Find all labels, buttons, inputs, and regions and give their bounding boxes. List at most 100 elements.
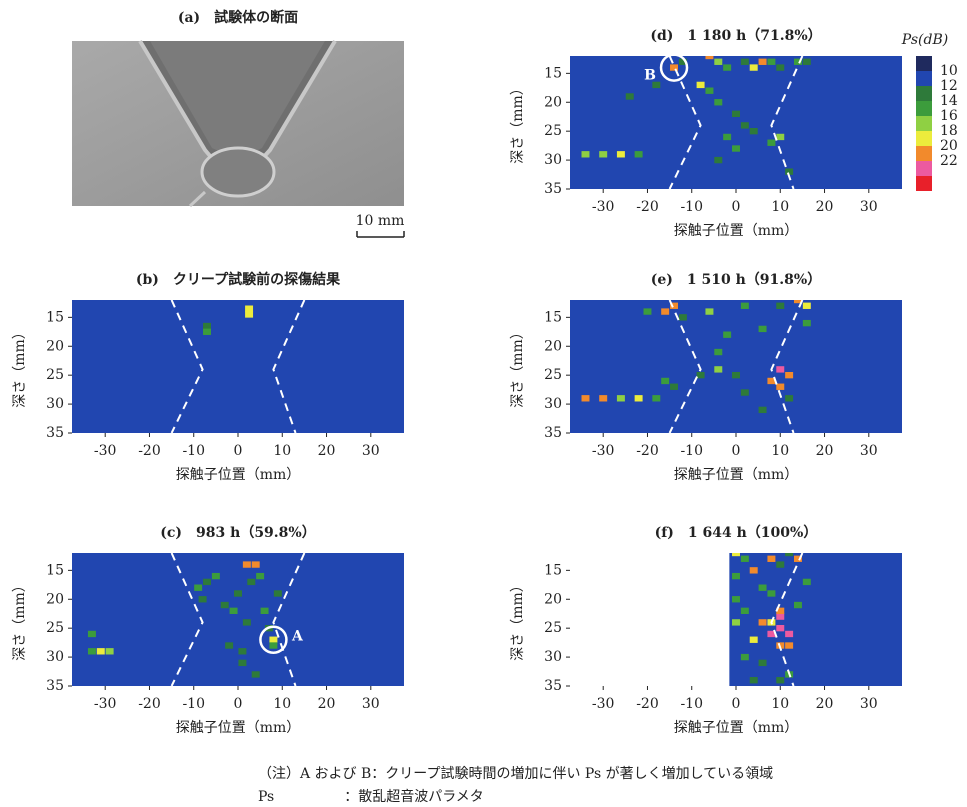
x-tick-label: 10: [273, 696, 291, 712]
heatmap-cell: [247, 579, 255, 585]
plot-background: [570, 56, 902, 189]
heatmap-cell: [794, 602, 802, 608]
x-tick-label: -30: [592, 443, 615, 459]
heatmap-cell: [759, 326, 767, 332]
heatmap-cell: [767, 590, 775, 596]
heatmap-cell: [274, 590, 282, 596]
colorbar-label: 18: [940, 123, 958, 139]
heatmap-cell: [732, 372, 740, 378]
x-tick-label: 30: [860, 199, 878, 215]
heatmap-cell: [705, 88, 713, 94]
x-tick-label: 20: [816, 696, 834, 712]
colorbar-swatch: [916, 56, 932, 71]
heatmap-cell: [776, 134, 784, 140]
heatmap-cell: [723, 332, 731, 338]
y-axis-label: 深さ（mm）: [12, 578, 28, 661]
heatmap-cell: [252, 561, 260, 567]
x-tick-label: 20: [816, 443, 834, 459]
y-tick-label: 15: [46, 309, 64, 325]
x-tick-label: 30: [860, 696, 878, 712]
x-tick-label: -10: [182, 443, 205, 459]
heatmap-cell: [803, 579, 811, 585]
heatmap-cell: [767, 140, 775, 146]
heatmap-cell: [221, 602, 229, 608]
chart-title: (d) 1 180 h（71.8%）: [650, 28, 821, 44]
y-axis-label: 深さ（mm）: [510, 325, 526, 408]
colorbar-swatch: [916, 71, 932, 86]
heatmap-cell: [803, 59, 811, 65]
x-tick-label: 10: [273, 443, 291, 459]
colorbar-swatch: [916, 116, 932, 131]
plot-background: [570, 300, 902, 433]
heatmap-cell: [617, 395, 625, 401]
colorbar-label: 12: [940, 78, 958, 94]
heatmap-cell: [245, 305, 253, 311]
x-tick-label: -20: [138, 696, 161, 712]
heatmap-cell: [705, 308, 713, 314]
heatmap-cell: [723, 64, 731, 70]
colorbar-swatch: [916, 161, 932, 176]
x-tick-label: 10: [771, 696, 789, 712]
plot-background: [72, 553, 404, 686]
note: （注）A および B：クリープ試験時間の増加に伴い Ps が著しく増加している領…: [258, 765, 773, 782]
heatmap-cell: [803, 303, 811, 309]
heatmap-cell: [245, 311, 253, 317]
heatmap-cell: [776, 366, 784, 372]
heatmap-cell: [785, 642, 793, 648]
heatmap-cell: [741, 654, 749, 660]
heatmap-cell: [759, 660, 767, 666]
y-axis-label: 深さ（mm）: [12, 325, 28, 408]
heatmap-cell: [617, 151, 625, 157]
colorbar-swatch: [916, 86, 932, 101]
heatmap-cell: [750, 128, 758, 134]
colorbar-swatch: [916, 131, 932, 146]
heatmap-cell: [203, 323, 211, 329]
heatmap-cell: [776, 384, 784, 390]
heatmap-cell: [759, 407, 767, 413]
chart-title: (c) 983 h（59.8%）: [160, 525, 315, 541]
y-tick-label: 15: [46, 562, 64, 578]
heatmap-cell: [261, 608, 269, 614]
x-axis-label: 探触子位置（mm）: [674, 467, 799, 483]
heatmap-cell: [203, 329, 211, 335]
heatmap-cell: [732, 145, 740, 151]
annotation-label: A: [291, 629, 304, 645]
y-tick-label: 20: [544, 591, 562, 607]
y-tick-label: 25: [544, 367, 562, 383]
heatmap-cell: [714, 157, 722, 163]
y-tick-label: 35: [544, 425, 562, 441]
heatmap-cell: [741, 59, 749, 65]
x-tick-label: -20: [138, 443, 161, 459]
heatmap-cell: [741, 556, 749, 562]
heatmap-cell: [741, 389, 749, 395]
heatmap-cell: [199, 596, 207, 602]
heatmap-cell: [670, 384, 678, 390]
x-tick-label: 30: [362, 443, 380, 459]
heatmap-cell: [776, 303, 784, 309]
y-tick-label: 20: [46, 591, 64, 607]
colorbar-label: 10: [940, 63, 958, 79]
x-axis-label: 探触子位置（mm）: [674, 223, 799, 239]
x-tick-label: 10: [771, 443, 789, 459]
colorbar-label: 22: [940, 153, 958, 169]
x-tick-label: 0: [732, 696, 741, 712]
y-tick-label: 20: [46, 338, 64, 354]
y-tick-label: 15: [544, 65, 562, 81]
heatmap-cell: [582, 151, 590, 157]
heatmap-cell: [225, 642, 233, 648]
x-tick-label: -20: [636, 199, 659, 215]
heatmap-cell: [243, 561, 251, 567]
chart-title: (b) クリープ試験前の探傷結果: [136, 271, 341, 288]
heatmap-cell: [776, 625, 784, 631]
x-tick-label: 0: [732, 443, 741, 459]
heatmap-cell: [252, 671, 260, 677]
heatmap-cell: [697, 82, 705, 88]
y-tick-label: 20: [544, 94, 562, 110]
weld-boundary: [670, 553, 701, 686]
heatmap-cell: [732, 619, 740, 625]
heatmap-cell: [234, 590, 242, 596]
y-tick-label: 30: [46, 649, 64, 665]
y-axis-label: 深さ（mm）: [510, 81, 526, 164]
heatmap-cell: [785, 395, 793, 401]
heatmap-cell: [256, 573, 264, 579]
